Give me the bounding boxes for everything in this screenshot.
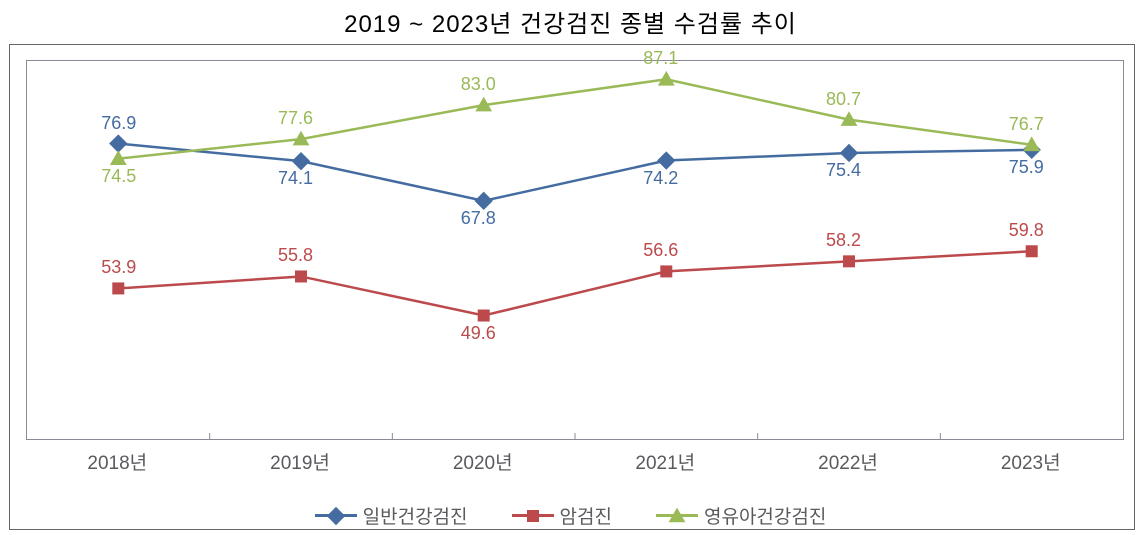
legend-swatch-line <box>512 514 554 517</box>
data-label: 74.1 <box>278 168 313 189</box>
data-label: 76.7 <box>1009 114 1044 135</box>
x-tick-label: 2021년 <box>635 448 695 475</box>
plot-area <box>26 60 1124 440</box>
legend-swatch-line <box>656 514 698 517</box>
chart-svg <box>27 61 1123 439</box>
legend-label: 영유아건강검진 <box>704 502 826 529</box>
x-tick-label: 2019년 <box>270 448 330 475</box>
series-line <box>118 79 1031 158</box>
data-label: 55.8 <box>278 245 313 266</box>
series-marker <box>843 255 855 267</box>
legend-item: 암검진 <box>512 502 612 529</box>
series-marker <box>112 282 124 294</box>
legend-marker-icon <box>524 507 542 525</box>
legend-label: 일반건강검진 <box>363 502 468 529</box>
series-marker <box>109 134 127 152</box>
chart-title: 2019 ~ 2023년 건강검진 종별 수검률 추이 <box>0 4 1141 39</box>
legend-marker-icon <box>668 507 686 525</box>
data-label: 77.6 <box>278 108 313 129</box>
data-label: 56.6 <box>643 240 678 261</box>
data-label: 80.7 <box>826 89 861 110</box>
legend-item: 일반건강검진 <box>315 502 468 529</box>
legend-item: 영유아건강검진 <box>656 502 826 529</box>
x-tick-label: 2022년 <box>818 448 878 475</box>
data-label: 87.1 <box>643 48 678 69</box>
series-line <box>118 144 1031 201</box>
data-label: 49.6 <box>461 323 496 344</box>
x-tick-label: 2023년 <box>1001 448 1061 475</box>
data-label: 53.9 <box>101 257 136 278</box>
data-label: 74.5 <box>101 166 136 187</box>
data-label: 58.2 <box>826 230 861 251</box>
legend-label: 암검진 <box>560 502 612 529</box>
data-label: 76.9 <box>101 113 136 134</box>
data-label: 74.2 <box>643 168 678 189</box>
series-line <box>118 251 1031 315</box>
series-marker <box>658 71 675 86</box>
x-tick-label: 2020년 <box>453 448 513 475</box>
series-marker <box>295 270 307 282</box>
legend-marker-icon <box>327 507 345 525</box>
legend: 일반건강검진 암검진 영유아건강검진 <box>0 502 1141 529</box>
data-label: 67.8 <box>461 208 496 229</box>
data-label: 59.8 <box>1009 220 1044 241</box>
x-tick-label: 2018년 <box>87 448 147 475</box>
series-marker <box>660 265 672 277</box>
series-marker <box>478 310 490 322</box>
data-label: 75.4 <box>826 160 861 181</box>
series-marker <box>1026 245 1038 257</box>
data-label: 83.0 <box>461 74 496 95</box>
legend-swatch-line <box>315 514 357 517</box>
chart-container: 2019 ~ 2023년 건강검진 종별 수검률 추이 2018년 2019년 20… <box>0 0 1141 535</box>
data-label: 75.9 <box>1009 157 1044 178</box>
